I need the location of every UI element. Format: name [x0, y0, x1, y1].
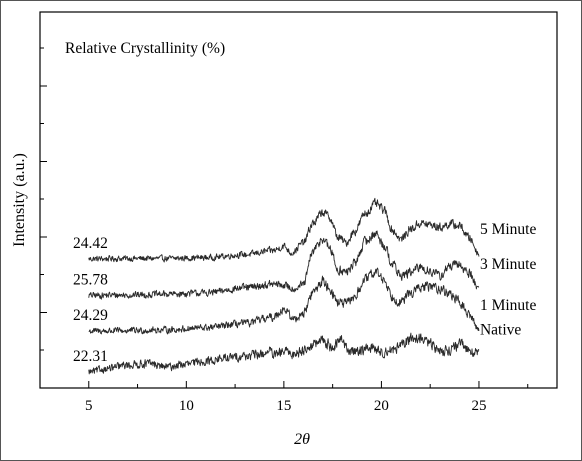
- x-tick-label: 25: [471, 398, 486, 414]
- annotation-relative-crystallinity: Relative Crystallinity (%): [65, 40, 225, 57]
- crystallinity-values: 24.42 25.78 24.29 22.31: [73, 235, 108, 365]
- y-axis-title: Intensity (a.u.): [11, 153, 28, 247]
- y-axis-ticks: [40, 47, 47, 389]
- diffraction-traces: [88, 197, 480, 375]
- series-label: Native: [480, 321, 521, 338]
- trace-native: [88, 332, 480, 375]
- series-label: 5 Minute: [480, 221, 537, 238]
- x-tick-label: 20: [374, 398, 389, 414]
- crystallinity-value: 22.31: [73, 348, 108, 365]
- series-label: 1 Minute: [480, 297, 537, 314]
- series-labels: 5 Minute 3 Minute 1 Minute Native: [480, 221, 537, 338]
- x-axis-ticks: 5 10 15 20 25: [39, 381, 529, 414]
- x-tick-label: 5: [85, 398, 93, 414]
- trace-5-minute: [88, 197, 480, 263]
- plot-frame: [39, 11, 558, 389]
- crystallinity-value: 25.78: [73, 271, 108, 288]
- trace-1-minute: [88, 267, 480, 335]
- x-tick-label: 10: [179, 398, 194, 414]
- crystallinity-value: 24.29: [73, 307, 108, 324]
- trace-3-minute: [88, 230, 480, 300]
- x-axis-title: 2θ: [294, 431, 310, 448]
- crystallinity-value: 24.42: [73, 235, 108, 252]
- series-label: 3 Minute: [480, 256, 537, 273]
- x-tick-label: 15: [276, 398, 291, 414]
